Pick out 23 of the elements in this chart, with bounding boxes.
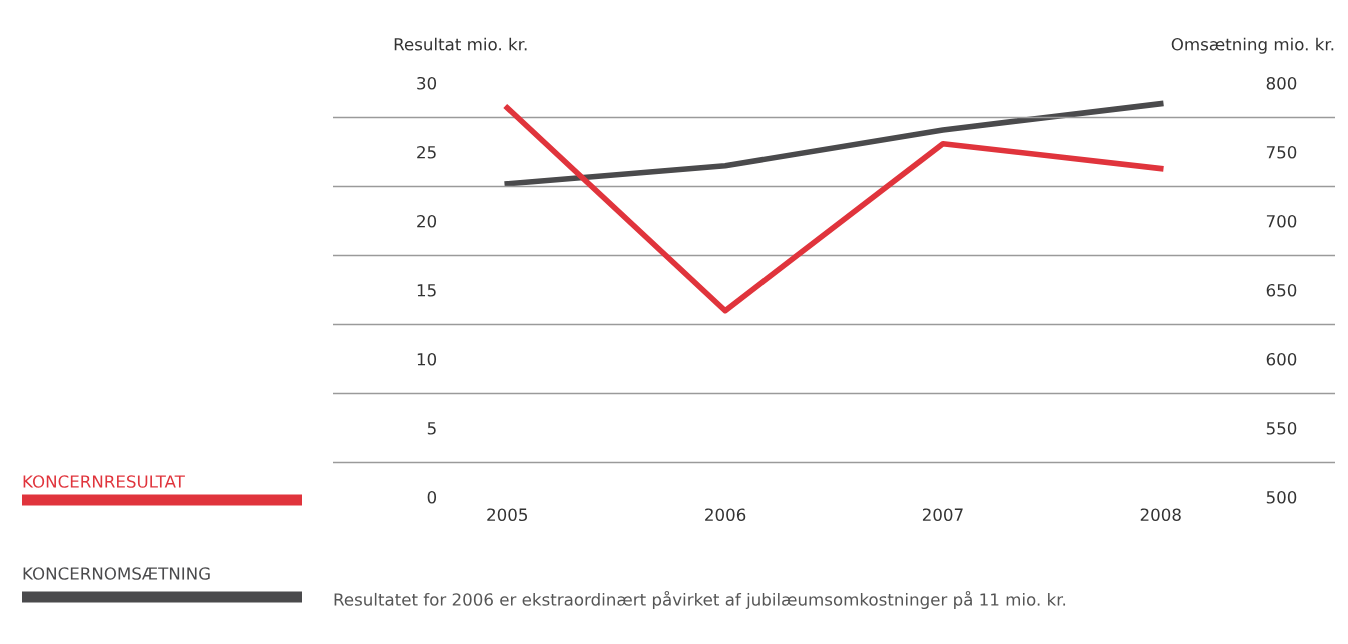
- y-axis-title: Resultat mio. kr.: [394, 37, 527, 51]
- text: KONCERNRESULTAT: [23, 475, 185, 488]
- x-tick-label: 2008: [1140, 508, 1181, 522]
- y-tick-label: 0: [427, 490, 437, 504]
- y2-axis-title: Omsætning mio. kr.: [1171, 37, 1334, 54]
- y-tick-label: 10: [417, 352, 437, 366]
- y-tick-label: 30: [417, 76, 437, 90]
- text: KONCERNOMSÆTNING: [23, 567, 210, 580]
- y2-tick-label: 750: [1266, 145, 1297, 159]
- y-tick-label: 20: [417, 214, 437, 228]
- y2-tick-label: 700: [1266, 214, 1297, 228]
- y-tick-label: 25: [417, 145, 436, 159]
- text: Resultatet for 2006 er ekstraordinært påvirket af jubilæumsomkostninger på 11 mio. kr.: [334, 590, 1066, 610]
- y2-tick-label: 550: [1266, 421, 1297, 435]
- y2-tick-label: 650: [1266, 283, 1297, 297]
- y2-tick-label: 500: [1266, 490, 1297, 504]
- y-tick-label: 5: [427, 422, 436, 435]
- y2-tick-label: 800: [1266, 76, 1297, 90]
- y-tick-label: 15: [417, 284, 436, 297]
- x-tick-label: 2006: [705, 508, 746, 522]
- x-tick-label: 2005: [487, 508, 528, 522]
- x-tick-label: 2007: [922, 508, 963, 522]
- y2-tick-label: 600: [1266, 352, 1297, 366]
